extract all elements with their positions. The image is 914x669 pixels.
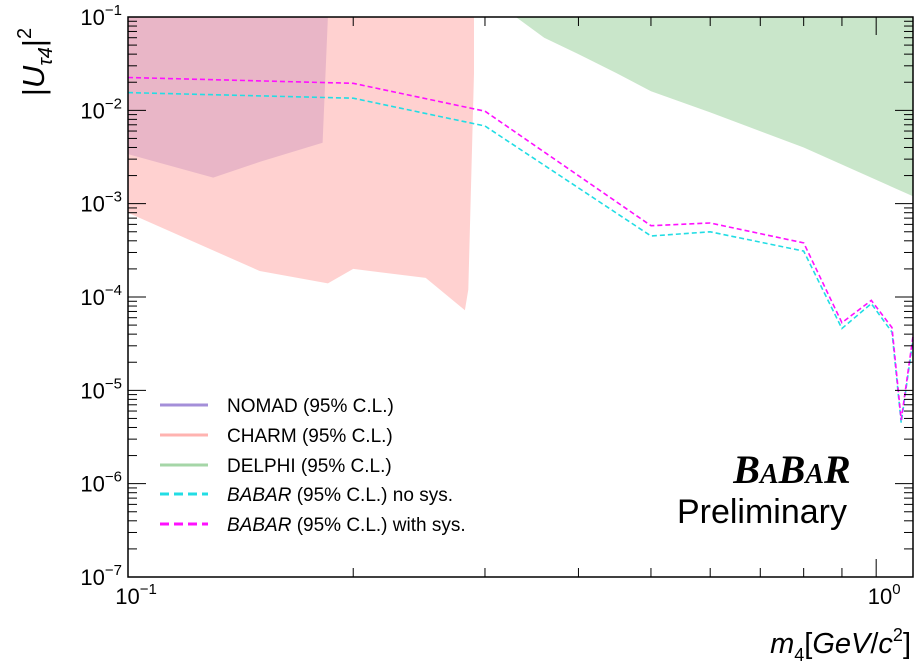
region-charm-95-c-l [128, 17, 474, 311]
legend-label: CHARM (95% C.L.) [227, 426, 393, 447]
babar-logo: BABAR [732, 447, 850, 492]
tick-label: 100 [868, 581, 901, 609]
tick-label: 10−6 [80, 469, 122, 497]
preliminary-label: Preliminary [677, 493, 847, 531]
x-axis-label: m4[GeV/c2] [770, 625, 911, 664]
tick-labels: 10−110−210−310−410−510−610−710−1 100 [80, 2, 900, 609]
tick-label: 10−2 [80, 95, 122, 123]
tick-label: 10−1 [115, 581, 157, 609]
limit-lines [127, 76, 914, 423]
plot-frame [127, 16, 914, 578]
tick-label: 10−7 [80, 562, 122, 590]
tick-label: 10−4 [80, 282, 122, 310]
legend-label: NOMAD (95% C.L.) [227, 396, 394, 417]
legend-label: BABAR (95% C.L.) no sys. [227, 485, 453, 506]
line-babar-95-c-l-with-sys [127, 76, 914, 421]
y-axis-label: |Uτ4|2 [14, 28, 57, 96]
legend: NOMAD (95% C.L.) CHARM (95% C.L.) DELPHI (… [160, 396, 466, 536]
legend-label: DELPHI (95% C.L.) [227, 456, 392, 477]
tick-label: 10−3 [80, 189, 122, 217]
tick-label: 10−1 [80, 2, 122, 30]
filled-regions [128, 17, 913, 311]
tick-label: 10−5 [80, 375, 122, 403]
legend-label: BABAR (95% C.L.) with sys. [227, 515, 466, 536]
region-delphi-95-c-l [515, 17, 913, 197]
line-babar-95-c-l-no-sys [127, 91, 914, 423]
